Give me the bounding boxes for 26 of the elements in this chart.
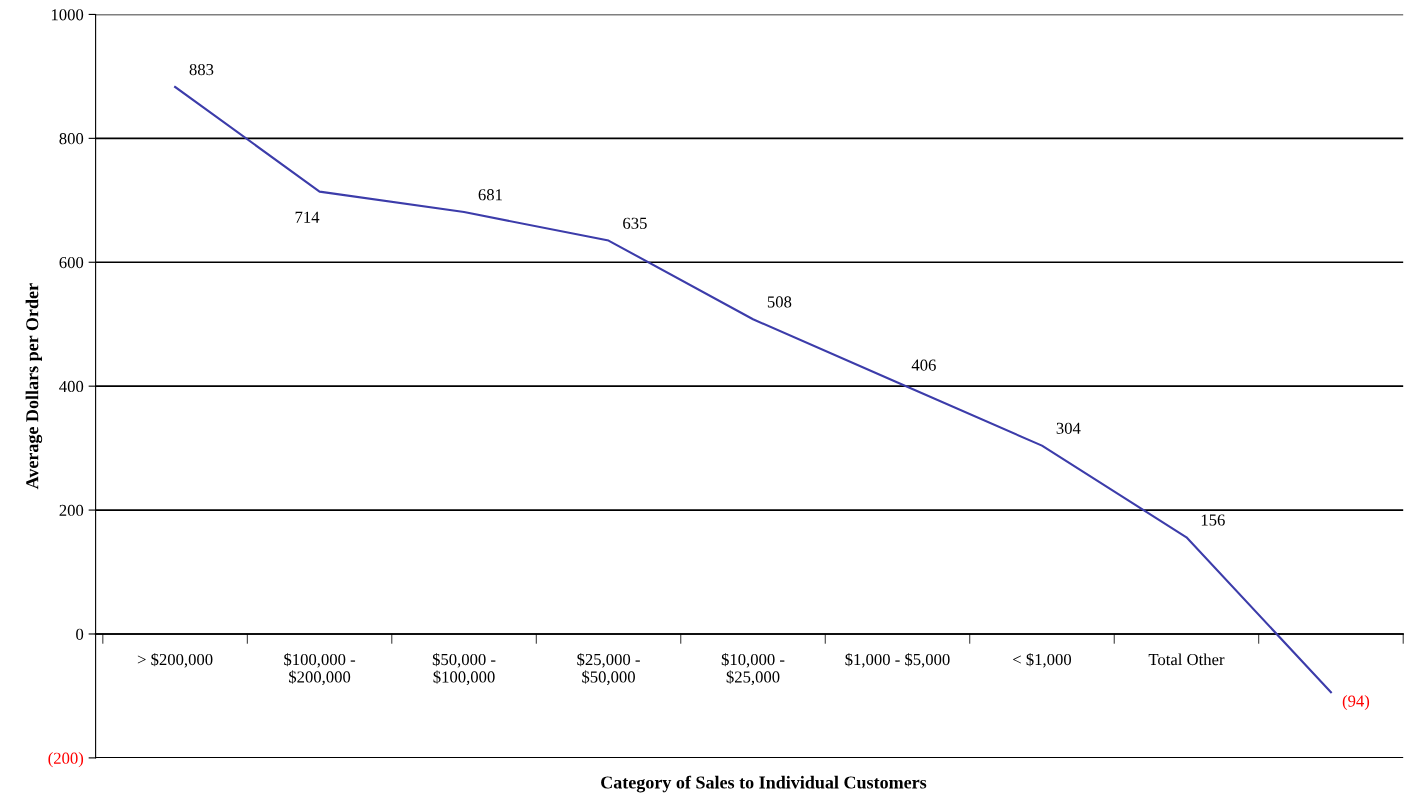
y-tick-label: 200	[59, 504, 84, 517]
x-tick-label: < $1,000	[1013, 652, 1072, 668]
x-tick-label: $25,000 - $50,000	[577, 652, 640, 685]
y-tick-label: 1000	[51, 9, 84, 21]
data-label: 406	[911, 359, 936, 371]
y-tick-label: (200)	[48, 752, 84, 768]
x-axis-title: Category of Sales to Individual Customers	[601, 775, 927, 793]
y-tick-label: 800	[59, 133, 84, 145]
data-label: 714	[295, 211, 320, 223]
x-tick-label: $100,000 - $200,000	[284, 652, 356, 685]
data-label: (94)	[1342, 695, 1370, 711]
x-tick-label: $10,000 - $25,000	[721, 652, 785, 685]
y-tick-label: 0	[76, 628, 84, 640]
data-label: 635	[623, 217, 647, 229]
x-tick-label: $50,000 - $100,000	[432, 652, 496, 685]
data-label: 304	[1056, 422, 1081, 434]
data-label: 883	[189, 63, 214, 76]
x-tick-label: $1,000 - $5,000	[845, 652, 950, 668]
x-tick-label: Total Other	[1148, 653, 1225, 666]
x-tick-label: > $200,000	[137, 652, 213, 668]
data-label: 508	[767, 296, 792, 308]
y-axis-title: Average Dollars per Order	[25, 283, 43, 490]
data-label: 681	[478, 189, 502, 201]
y-tick-label: 600	[59, 256, 84, 269]
y-tick-label: 400	[59, 380, 84, 393]
data-label: 156	[1201, 514, 1225, 526]
